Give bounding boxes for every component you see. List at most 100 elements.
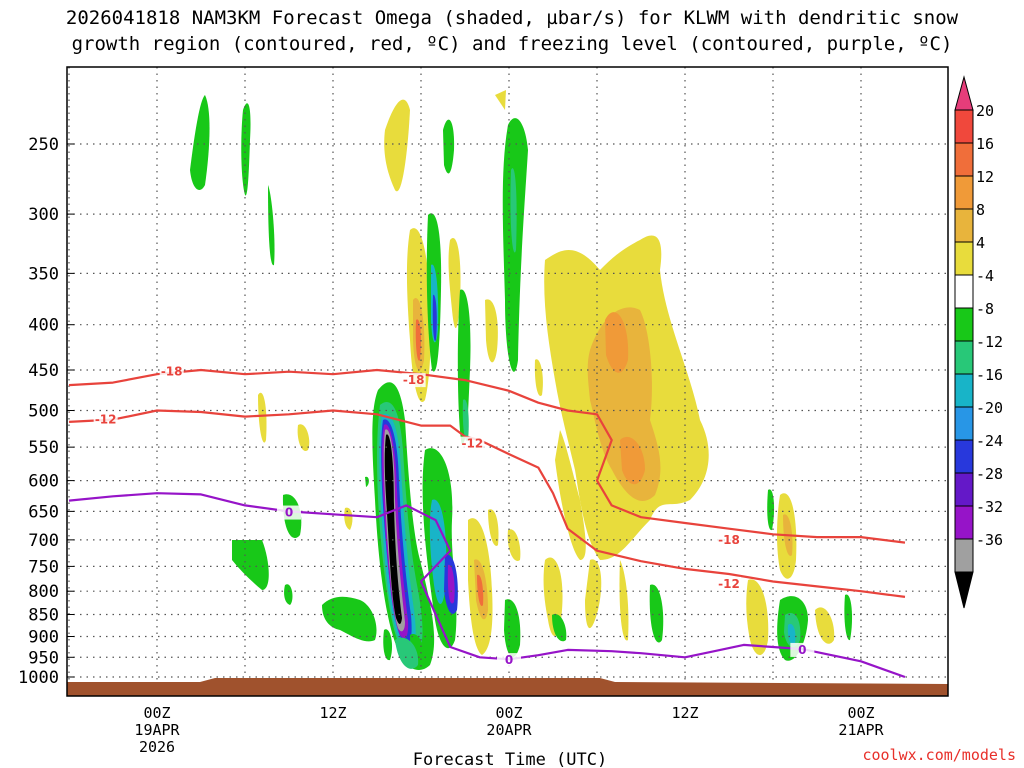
x-tick-date: 19APR — [134, 721, 180, 739]
omega-region — [619, 560, 629, 641]
colorbar-label: 12 — [976, 168, 994, 186]
colorbar-swatch — [954, 175, 974, 210]
y-tick-label: 850 — [28, 606, 59, 626]
x-axis-title: Forecast Time (UTC) — [413, 750, 607, 768]
colorbar-label: 4 — [976, 234, 985, 252]
contour-line--12 — [68, 409, 906, 598]
omega-region — [447, 564, 455, 604]
omega-region — [587, 307, 661, 501]
omega-region — [448, 238, 461, 329]
colorbar-label: 16 — [976, 135, 994, 153]
y-tick-label: 300 — [28, 205, 59, 225]
contour-label: -18 — [403, 373, 425, 387]
omega-region — [284, 584, 293, 605]
contour-label-bg — [401, 373, 426, 388]
contour-label-bg — [717, 576, 741, 591]
omega-region — [241, 103, 251, 196]
colorbar-swatch — [954, 505, 974, 540]
colorbar: 20 16 12 8 4 -4 -8 -12 -16 -20 -24 -28 -32 -36 — [954, 75, 1003, 609]
contours: -18 -18 -18 -12 -12 -12 0 0 0 — [68, 364, 906, 679]
y-tick-label: 700 — [28, 531, 59, 551]
contour-label: 0 — [798, 643, 806, 657]
y-tick-label: 350 — [28, 264, 59, 284]
contour-label-bg — [790, 642, 815, 657]
omega-region — [384, 99, 410, 192]
colorbar-swatch — [954, 241, 974, 276]
omega-region — [383, 629, 393, 661]
colorbar-swatch — [954, 208, 974, 243]
omega-region — [429, 499, 447, 604]
omega-region — [510, 168, 517, 253]
omega-region — [268, 185, 275, 266]
y-axis: 2503003504004505005506006507007508008509… — [18, 135, 74, 688]
omega-region — [190, 95, 210, 190]
colorbar-swatch — [954, 406, 974, 441]
colorbar-swatch — [954, 472, 974, 507]
y-tick-label: 450 — [28, 361, 59, 381]
colorbar-label: 8 — [976, 201, 985, 219]
contour-label-bg — [497, 653, 521, 668]
colorbar-label: -20 — [976, 399, 1003, 417]
omega-region — [534, 359, 543, 396]
x-tick-label: 12Z — [319, 704, 346, 722]
colorbar-bottom-arrow — [954, 571, 974, 609]
x-tick-label: 00Z — [143, 704, 170, 722]
contour-label-bg — [277, 505, 301, 520]
x-tick-label: 12Z — [671, 704, 698, 722]
omega-region — [507, 529, 521, 561]
x-tick-date: 20APR — [486, 721, 532, 739]
omega-region — [488, 509, 499, 546]
colorbar-swatch — [954, 307, 974, 342]
y-tick-label: 550 — [28, 438, 59, 458]
omega-region — [767, 489, 775, 531]
y-tick-label: 800 — [28, 582, 59, 602]
colorbar-swatch — [954, 142, 974, 177]
colorbar-label: -12 — [976, 333, 1003, 351]
omega-region — [432, 294, 437, 341]
y-tick-label: 250 — [28, 135, 59, 155]
contour-label-bg — [93, 412, 118, 427]
omega-region — [585, 559, 602, 629]
x-tick-date: 21APR — [838, 721, 884, 739]
omega-region — [485, 299, 498, 363]
contour-label: -12 — [718, 577, 740, 591]
colorbar-label: 20 — [976, 102, 994, 120]
x-tick-label: 00Z — [495, 704, 522, 722]
colorbar-swatch — [954, 109, 974, 144]
omega-region — [344, 507, 353, 530]
contour-label: -12 — [461, 437, 483, 451]
contour-label-bg — [460, 436, 485, 451]
omega-region — [844, 594, 853, 641]
chart-title-line2: growth region (contoured, red, ºC) and f… — [72, 33, 953, 55]
contour-label-bg — [159, 364, 184, 379]
colorbar-swatch — [954, 274, 974, 309]
y-tick-label: 950 — [28, 648, 59, 668]
contour-line-0 — [68, 492, 906, 679]
omega-region — [415, 319, 421, 361]
omega-region — [258, 392, 267, 443]
omega-region — [555, 430, 586, 560]
y-tick-label: 600 — [28, 472, 59, 492]
omega-region — [443, 119, 455, 174]
colorbar-swatch — [954, 538, 974, 573]
credit-text: coolwx.com/models — [862, 746, 1016, 764]
colorbar-top-arrow — [954, 75, 974, 111]
omega-region — [605, 312, 629, 373]
contour-label-bg — [717, 532, 741, 547]
contour-label: -18 — [718, 533, 740, 547]
y-tick-label: 750 — [28, 557, 59, 577]
omega-region — [322, 596, 377, 642]
colorbar-label: -28 — [976, 465, 1003, 483]
omega-region — [815, 607, 835, 644]
plot-frame — [66, 66, 949, 697]
x-tick-label: 00Z — [847, 704, 874, 722]
contour-label: -18 — [161, 365, 183, 379]
omega-region — [649, 584, 664, 643]
y-tick-label: 650 — [28, 502, 59, 522]
omega-region — [552, 614, 567, 642]
omega-region — [395, 637, 419, 669]
colorbar-label: -36 — [976, 531, 1003, 549]
omega-region — [787, 623, 796, 645]
